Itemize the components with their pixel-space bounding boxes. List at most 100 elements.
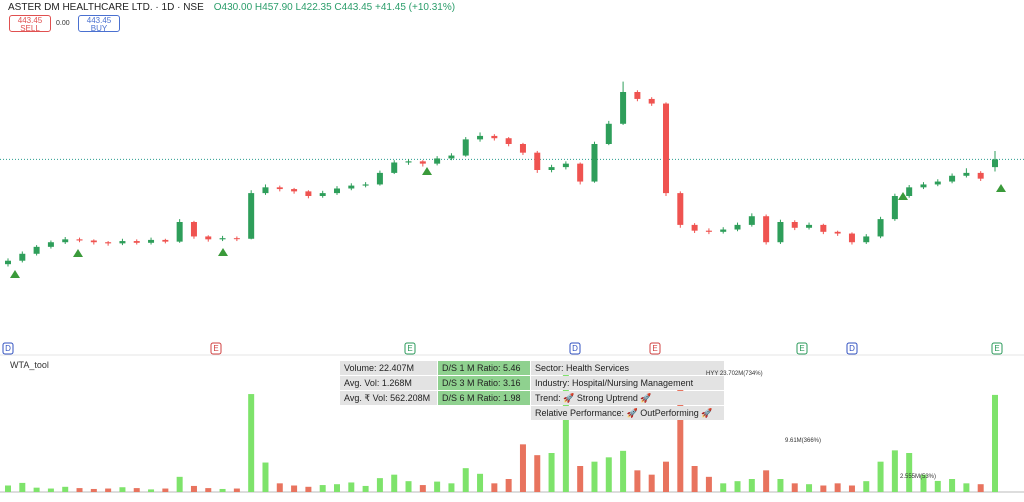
candle-body <box>348 185 355 189</box>
volume-bar <box>477 473 484 492</box>
volume-bar <box>534 455 541 492</box>
info-cell: Industry: Hospital/Nursing Management <box>531 376 724 390</box>
volume-bar <box>19 482 26 492</box>
candle-body <box>562 163 569 168</box>
volume-bar <box>47 488 54 492</box>
volume-bar <box>319 485 326 492</box>
volume-bar <box>705 476 712 492</box>
indicator-name: WTA_tool <box>10 360 49 370</box>
candle-body <box>663 103 669 194</box>
volume-bar <box>691 466 698 492</box>
volume-bar <box>434 481 441 492</box>
candle-body <box>276 187 283 190</box>
candle-body <box>648 98 655 104</box>
candle-body <box>634 92 641 99</box>
sell-label: SELL <box>20 24 40 33</box>
volume-annotation: HYY 23.702M(734%) <box>706 371 763 377</box>
candle-body <box>992 159 998 168</box>
event-label: E <box>407 344 412 353</box>
volume-bar <box>591 461 598 492</box>
volume-bar <box>820 485 827 492</box>
candle-body <box>691 224 698 231</box>
volume-annotation: 2.555M(53%) <box>900 474 937 480</box>
event-label: E <box>799 344 804 353</box>
candle-body <box>519 144 526 153</box>
event-marker <box>991 342 1003 355</box>
volume-bar <box>291 485 298 492</box>
info-cell: Trend: 🚀 Strong Uptrend 🚀 <box>531 391 724 405</box>
spread: 0.00 <box>56 20 70 27</box>
buy-label: BUY <box>90 24 108 33</box>
event-label: E <box>994 344 999 353</box>
event-marker <box>404 342 416 355</box>
volume-bar <box>362 485 369 492</box>
candle-body <box>162 239 169 242</box>
buy-button[interactable]: 443.45 BUY <box>78 15 120 33</box>
volume-bar <box>663 461 669 492</box>
candle-body <box>334 188 340 194</box>
volume-bar <box>577 466 584 492</box>
volume-bar <box>419 485 426 492</box>
candle-body <box>176 222 183 242</box>
candle-body <box>148 239 155 243</box>
volume-bar <box>763 470 770 492</box>
volume-bar <box>5 485 11 492</box>
candle-body <box>863 236 870 243</box>
volume-bar <box>977 484 984 492</box>
candle-body <box>133 241 140 243</box>
candle-body <box>848 233 855 243</box>
volume-bar <box>519 444 526 492</box>
volume-bar <box>190 485 197 492</box>
volume-bar <box>720 483 727 492</box>
candle-body <box>262 187 269 194</box>
candle-body <box>949 175 956 182</box>
volume-bar <box>877 461 884 492</box>
info-cell: D/S 6 M Ratio: 1.98 <box>438 391 530 405</box>
candle-body <box>448 155 455 159</box>
candle-body <box>105 242 112 244</box>
candle-body <box>748 216 755 225</box>
candle-body <box>477 135 484 140</box>
candle-body <box>620 92 627 124</box>
volume-bar <box>376 478 383 492</box>
candle-body <box>419 161 426 164</box>
event-label: E <box>213 344 218 353</box>
volume-bar <box>562 366 569 492</box>
volume-bar <box>305 486 312 492</box>
event-label: E <box>652 344 657 353</box>
candle-body <box>219 238 226 240</box>
candle-body <box>405 161 412 163</box>
candle-body <box>491 135 498 139</box>
volume-bar <box>219 488 226 492</box>
candle-body <box>205 236 212 240</box>
volume-bar <box>863 481 870 492</box>
candle-body <box>119 241 126 244</box>
ohlc: O430.00 H457.90 L422.35 C443.45 +41.45 (… <box>213 2 456 13</box>
candle-body <box>806 224 813 228</box>
volume-bar <box>148 489 155 492</box>
candle-body <box>362 184 369 186</box>
info-cell: D/S 1 M Ratio: 5.46 <box>438 361 530 375</box>
volume-bar <box>248 394 255 492</box>
event-marker <box>569 342 581 355</box>
volume-bar <box>276 483 283 492</box>
volume-bar <box>677 389 684 492</box>
event-marker <box>649 342 661 355</box>
buy-price: 443.45 <box>86 16 112 25</box>
event-marker <box>796 342 808 355</box>
volume-bar <box>992 394 998 492</box>
volume-bar <box>105 488 112 492</box>
info-cell: Avg. ₹ Vol: 562.208M <box>340 391 437 405</box>
volume-bar <box>491 483 498 492</box>
header: ASTER DM HEALTHCARE LTD. · 1D · NSE O430.… <box>8 2 455 13</box>
candle-body <box>33 246 40 254</box>
candle-body <box>906 187 913 196</box>
candle-body <box>934 181 941 185</box>
event-label: D <box>849 344 855 353</box>
volume-bar <box>634 470 641 492</box>
sell-button[interactable]: 443.45 SELL <box>9 15 51 33</box>
candle-body <box>820 224 827 232</box>
volume-bar <box>963 483 970 492</box>
volume-bar <box>648 474 655 492</box>
